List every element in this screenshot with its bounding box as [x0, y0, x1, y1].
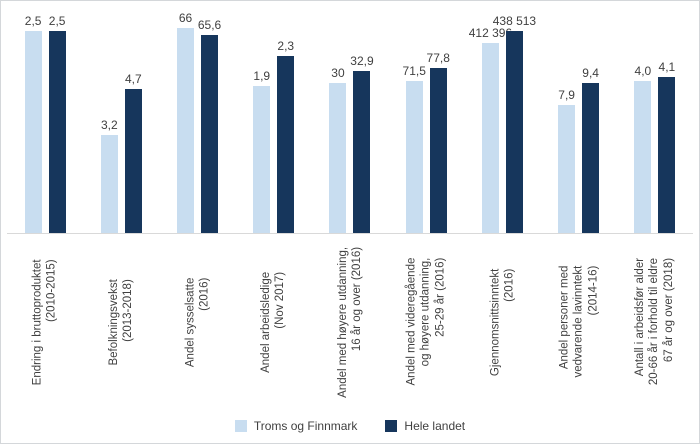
category-bars: 7,9 9,4	[540, 28, 617, 234]
bar-troms-og-finnmark: 66	[177, 11, 195, 233]
value-label: 9,4	[582, 66, 599, 80]
value-label: 66	[178, 11, 193, 25]
category-label-cell: Endring i bruttoproduktet (2010-2015)	[7, 234, 83, 410]
value-label: 2,5	[24, 14, 42, 28]
category-column: 30 32,9 Andel med høyere utdanning, 16 år o…	[311, 28, 389, 410]
category-bars: 66 65,6	[159, 11, 236, 234]
value-label: 32,9	[350, 54, 374, 68]
category-bars: 2,5 2,5	[7, 14, 84, 234]
bar-troms-og-finnmark: 3,2	[100, 118, 118, 233]
category-label: Andel med høyere utdanning, 16 år og over…	[336, 246, 363, 398]
category-label-cell: Gjennomsnittsinntekt (2016)	[464, 234, 540, 410]
bar-hele-landet: 77,8	[427, 51, 450, 233]
category-label: Endring i bruttoproduktet (2010-2015)	[31, 259, 59, 385]
legend-swatch-hele-landet	[385, 420, 398, 432]
bar-hele-landet: 4,7	[124, 72, 142, 233]
category-label: Antall i arbeidsfør alder 20-66 år i forh…	[634, 258, 676, 386]
value-label: 2,3	[277, 39, 295, 53]
bar-hele-landet: 9,4	[582, 66, 600, 233]
category-column: 66 65,6 Andel sysselsatte (2016)	[159, 11, 236, 410]
bar-troms-og-finnmark: 4,0	[634, 64, 652, 233]
bar-troms-og-finnmark: 7,9	[558, 88, 576, 233]
category-label: Andel med videregående og høyere utdannin…	[405, 258, 447, 386]
category-bars: 3,2 4,7	[83, 28, 160, 234]
value-label: 4,1	[658, 60, 676, 74]
bar-hele-landet: 2,5	[48, 14, 66, 233]
legend-swatch-troms-og-finnmark	[234, 420, 247, 432]
category-bars: 412 396 438 513	[464, 14, 541, 234]
category-bars: 1,9 2,3	[235, 28, 312, 234]
value-label: 412 396	[468, 26, 513, 40]
category-label-cell: Befolkningsvekst (2013-2018)	[83, 234, 159, 410]
category-column: 4,0 4,1 Antall i arbeidsfør alder 20-66 år …	[616, 28, 693, 410]
legend: Troms og Finnmark Hele landet	[7, 419, 693, 433]
category-label-cell: Andel med høyere utdanning, 16 år og over…	[312, 234, 388, 410]
category-label-cell: Antall i arbeidsfør alder 20-66 år i forh…	[617, 234, 693, 410]
bar-troms-og-finnmark: 2,5	[24, 14, 42, 233]
bar-hele-landet: 4,1	[658, 60, 676, 233]
bar-hele-landet: 65,6	[198, 18, 221, 233]
category-label-cell: Andel med videregående og høyere utdannin…	[388, 234, 464, 410]
value-label: 438 513	[492, 14, 537, 28]
category-bars: 30 32,9	[311, 28, 389, 234]
value-label: 2,5	[48, 14, 66, 28]
bar-troms-og-finnmark: 412 396	[469, 26, 512, 233]
category-label: Befolkningsvekst (2013-2018)	[107, 278, 135, 366]
category-label-cell: Andel personer med vedvarende lavinntekt(…	[541, 234, 617, 410]
category-label: Andel personer med vedvarende lavinntekt(…	[558, 266, 599, 378]
value-label: 77,8	[426, 51, 450, 65]
value-label: 71,5	[402, 64, 426, 78]
plot-area: 2,5 2,5 Endring i bruttoproduktet (2010-201…	[7, 11, 693, 410]
category-bars: 71,5 77,8	[388, 28, 465, 234]
category-column: 412 396 438 513 Gjennomsnittsinntekt (2016)	[464, 14, 541, 410]
value-label: 4,7	[124, 72, 142, 86]
category-column: 2,5 2,5 Endring i bruttoproduktet (2010-201…	[7, 14, 84, 410]
legend-label-hele-landet: Hele landet	[404, 419, 466, 433]
category-label-cell: Andel sysselsatte (2016)	[159, 234, 235, 410]
value-label: 4,0	[634, 64, 652, 78]
bar-troms-og-finnmark: 71,5	[403, 64, 426, 233]
category-label-cell: Andel arbeidsledige (Nov 2017)	[236, 234, 312, 410]
value-label: 30	[331, 66, 345, 80]
category-bars: 4,0 4,1	[616, 28, 693, 234]
legend-item-hele-landet: Hele landet	[385, 419, 465, 433]
value-label: 7,9	[558, 88, 575, 102]
category-label: Gjennomsnittsinntekt (2016)	[489, 268, 516, 376]
legend-label-troms-og-finnmark: Troms og Finnmark	[253, 419, 358, 433]
value-label: 3,2	[100, 118, 118, 132]
category-label: Andel sysselsatte (2016)	[184, 277, 211, 367]
value-label: 1,9	[253, 69, 271, 83]
bar-hele-landet: 438 513	[493, 14, 536, 233]
bar-hele-landet: 2,3	[277, 39, 295, 233]
value-label: 65,6	[197, 18, 222, 32]
category-label: Andel arbeidsledige (Nov 2017)	[260, 271, 287, 373]
legend-item-troms-og-finnmark: Troms og Finnmark	[234, 419, 358, 433]
category-column: 1,9 2,3 Andel arbeidsledige (Nov 2017)	[235, 28, 312, 410]
bar-troms-og-finnmark: 1,9	[253, 69, 271, 233]
category-column: 7,9 9,4 Andel personer med vedvarende lavin…	[540, 28, 617, 410]
bar-troms-og-finnmark: 30	[329, 66, 347, 233]
bar-hele-landet: 32,9	[350, 54, 374, 233]
category-column: 71,5 77,8 Andel med videregående og høyere …	[388, 28, 465, 410]
category-column: 3,2 4,7 Befolkningsvekst (2013-2018)	[83, 28, 160, 410]
